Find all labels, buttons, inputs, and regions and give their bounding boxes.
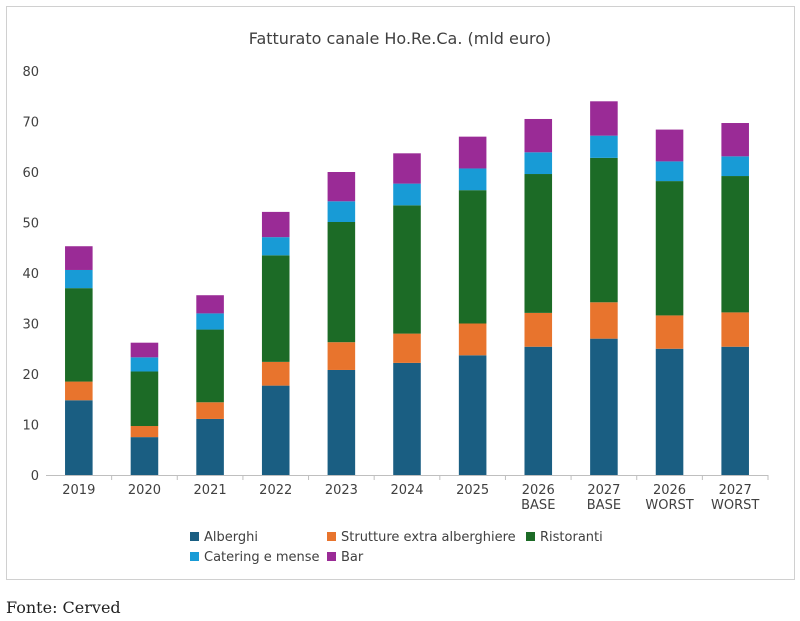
bar-ristoranti-2 [196,329,224,403]
x-tick-label: 2027 [587,483,620,498]
bar-alberghi-3 [261,385,290,475]
x-axis: 2019 2020 2021 2022 2023 2024 2025 2026BASE2027… [46,475,769,513]
x-tick-label: 2027 [719,483,752,498]
bar-strutture-extra-alberghiere-9 [655,315,684,349]
legend: Alberghi Strutture extra alberghiere Risto… [190,530,603,565]
legend-label: Ristoranti [540,530,603,545]
bar-bar-3 [261,211,290,238]
bar-ristoranti-4 [327,221,356,343]
bar-alberghi-4 [327,369,356,475]
y-tick-label: 10 [22,419,39,434]
bar-catering-e-mense-1 [130,357,159,372]
bar-bar-4 [327,172,356,202]
bar-bar-7 [524,118,553,153]
bar-strutture-extra-alberghiere-6 [458,323,487,356]
bar-ristoranti-5 [393,205,421,334]
x-tick-label: 2026 [653,483,686,498]
legend-swatch [327,552,336,561]
legend-swatch [526,532,535,541]
x-tick-label: 2024 [390,483,423,498]
x-tick-label: 2020 [128,483,161,498]
x-tick-label: 2025 [456,483,489,498]
bar-ristoranti-3 [261,255,290,362]
bar-strutture-extra-alberghiere-10 [721,312,749,347]
bar-bar-8 [590,101,618,136]
x-tick-label: BASE [587,498,621,513]
y-tick-label: 20 [22,368,39,383]
bar-catering-e-mense-10 [721,156,749,177]
x-tick-label: WORST [645,498,693,513]
bar-alberghi-7 [524,346,553,475]
y-tick-label: 0 [31,469,39,484]
bar-bar-0 [65,246,93,270]
x-tick-label: WORST [711,498,759,513]
chart: Fatturato canale Ho.Re.Ca. (mld euro) 0 1… [22,29,769,565]
bar-strutture-extra-alberghiere-4 [327,342,356,370]
bar-strutture-extra-alberghiere-8 [590,302,618,339]
bar-alberghi-5 [393,362,421,475]
bar-bar-1 [130,342,159,358]
bar-catering-e-mense-3 [261,237,290,256]
chart-frame: Fatturato canale Ho.Re.Ca. (mld euro) 0 1… [6,6,795,580]
x-tick-label: 2019 [62,483,95,498]
bar-bar-2 [196,295,224,314]
y-tick-label: 30 [22,318,39,333]
bar-catering-e-mense-9 [655,161,684,182]
y-tick-label: 60 [22,166,39,181]
bar-strutture-extra-alberghiere-0 [65,381,93,401]
bar-alberghi-1 [130,437,159,475]
bar-bar-10 [721,123,749,157]
y-tick-label: 40 [22,267,39,282]
bar-catering-e-mense-0 [65,269,93,289]
x-tick-label: 2021 [194,483,227,498]
x-tick-label: BASE [521,498,555,513]
bar-ristoranti-9 [655,181,684,316]
legend-swatch [327,532,336,541]
bar-alberghi-0 [65,400,93,475]
bar-catering-e-mense-4 [327,201,356,222]
legend-label: Strutture extra alberghiere [341,530,516,545]
legend-swatch [190,532,199,541]
y-axis: 0 10 20 30 40 50 60 70 80 [22,65,39,484]
legend-label: Bar [341,550,364,565]
bar-ristoranti-0 [65,288,93,382]
bar-series-group [65,101,749,475]
bar-ristoranti-10 [721,176,749,313]
bar-alberghi-8 [590,338,618,475]
chart-title: Fatturato canale Ho.Re.Ca. (mld euro) [249,29,552,48]
bar-alberghi-6 [458,355,487,475]
bar-ristoranti-1 [130,371,159,427]
bar-alberghi-2 [196,418,224,475]
x-tick-label: 2026 [522,483,555,498]
bar-alberghi-10 [721,346,749,475]
y-tick-label: 70 [22,116,39,131]
bar-strutture-extra-alberghiere-5 [393,333,421,363]
bar-ristoranti-6 [458,190,487,324]
bar-catering-e-mense-6 [458,168,487,191]
bar-bar-9 [655,129,684,162]
legend-swatch [190,552,199,561]
legend-label: Alberghi [204,530,258,545]
legend-label: Catering e mense [204,550,320,565]
x-tick-label: 2022 [259,483,292,498]
bar-ristoranti-7 [524,174,553,313]
bar-bar-6 [458,136,487,169]
bar-catering-e-mense-7 [524,152,553,175]
y-tick-label: 50 [22,217,39,232]
bar-catering-e-mense-8 [590,135,618,158]
bar-strutture-extra-alberghiere-7 [524,312,553,347]
bar-catering-e-mense-5 [393,183,421,206]
y-tick-label: 80 [22,65,39,80]
bar-strutture-extra-alberghiere-1 [130,426,159,438]
source-note: Fonte: Cerved [6,598,121,617]
bar-strutture-extra-alberghiere-2 [196,402,224,419]
x-tick-label: 2023 [325,483,358,498]
bar-bar-5 [393,153,421,184]
bar-catering-e-mense-2 [196,313,224,330]
bar-strutture-extra-alberghiere-3 [261,361,290,386]
bar-alberghi-9 [655,348,684,475]
bar-ristoranti-8 [590,157,618,303]
